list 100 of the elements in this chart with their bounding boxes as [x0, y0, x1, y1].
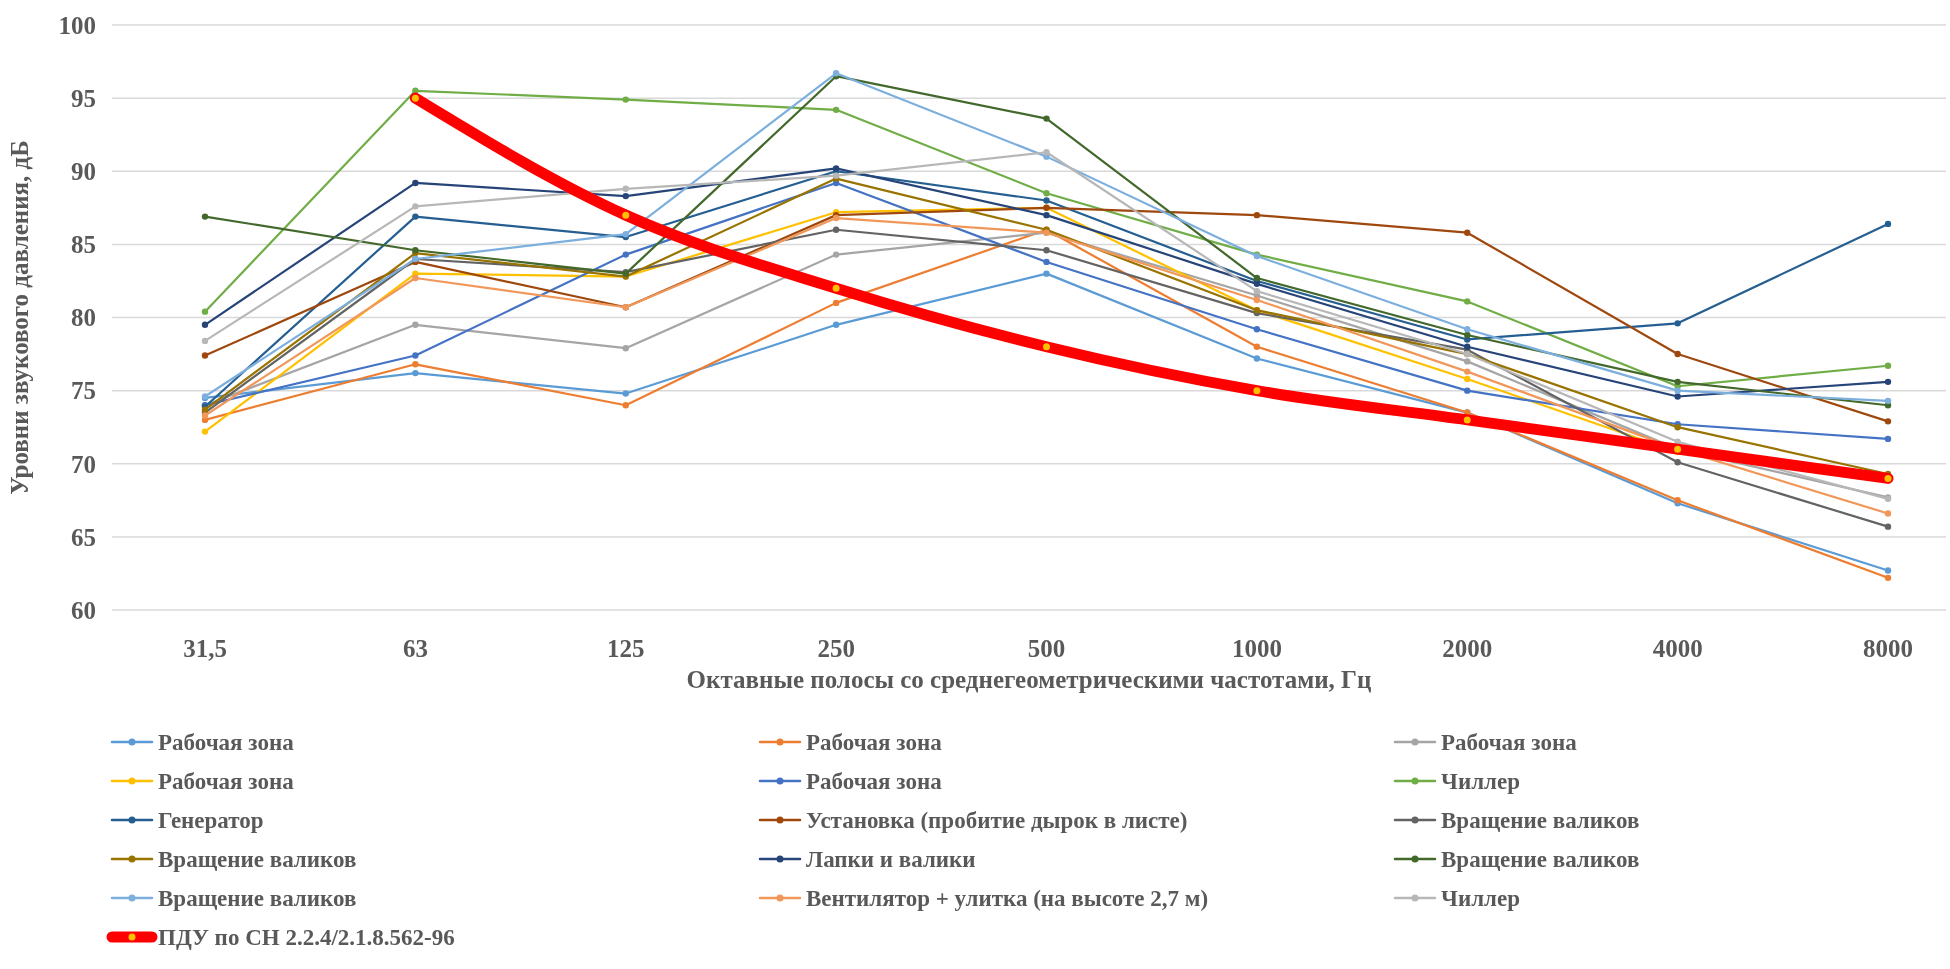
- point: [201, 352, 209, 359]
- point: [1884, 574, 1892, 582]
- point: [201, 337, 209, 345]
- legend-label: Генератор: [158, 808, 264, 834]
- point: [1043, 189, 1050, 197]
- point: [1674, 378, 1681, 386]
- point: [201, 321, 209, 329]
- point: [1464, 375, 1471, 383]
- point: [412, 213, 419, 220]
- point: [1253, 211, 1261, 219]
- point: [1043, 211, 1050, 219]
- point: [1884, 397, 1892, 405]
- point: [1253, 343, 1261, 350]
- y-tick-label: 80: [71, 304, 96, 332]
- legend-label: Вращение валиков: [1441, 808, 1640, 834]
- point: [832, 106, 840, 114]
- point: [201, 428, 209, 435]
- point: [1884, 362, 1892, 369]
- point: [622, 96, 629, 103]
- legend-label: Лапки и валики: [806, 847, 976, 873]
- point: [1464, 298, 1471, 305]
- point: [1043, 197, 1050, 204]
- point: [622, 390, 629, 397]
- point: [1464, 358, 1471, 365]
- point: [1884, 567, 1892, 574]
- x-tick-label: 4000: [1652, 634, 1703, 662]
- point: [1464, 387, 1471, 394]
- point: [1884, 523, 1892, 530]
- point: [1464, 368, 1471, 375]
- point: [412, 321, 419, 329]
- point: [201, 213, 209, 220]
- x-tick-label: 250: [817, 634, 855, 662]
- point: [1253, 287, 1261, 295]
- point: [622, 251, 629, 258]
- point: [1884, 220, 1892, 228]
- y-tick-label: 60: [71, 596, 96, 624]
- point: [201, 308, 209, 315]
- legend-label: Чиллер: [1441, 886, 1520, 912]
- point: [622, 402, 629, 409]
- legend-label: Вращение валиков: [1441, 847, 1640, 873]
- legend-label: Чиллер: [1441, 769, 1520, 795]
- legend-label: Вращение валиков: [158, 886, 357, 912]
- legend-label: Рабочая зона: [806, 730, 943, 756]
- point: [1253, 326, 1261, 333]
- point: [832, 321, 840, 329]
- legend-label: Установка (пробитие дырок в листе): [806, 808, 1188, 834]
- point: [622, 345, 629, 352]
- point: [1043, 247, 1050, 254]
- point: [412, 369, 419, 377]
- legend-label: Вращение валиков: [158, 847, 357, 873]
- legend-label: ПДУ по СН 2.2.4/2.1.8.562-96: [158, 925, 455, 951]
- point: [412, 274, 419, 282]
- point: [1464, 229, 1471, 236]
- point: [1043, 149, 1050, 156]
- y-tick-label: 70: [71, 450, 96, 478]
- point: [412, 361, 419, 368]
- point: [1884, 510, 1892, 517]
- point: [412, 87, 419, 95]
- point: [1674, 387, 1681, 394]
- y-tick-label: 100: [58, 11, 96, 39]
- legend-label: Рабочая зона: [158, 730, 295, 756]
- x-tick-label: 31,5: [183, 634, 227, 662]
- point: [832, 251, 840, 258]
- point: [832, 299, 840, 307]
- y-tick-label: 75: [71, 377, 96, 405]
- y-tick-label: 65: [71, 523, 96, 551]
- y-tick-label: 95: [71, 84, 96, 112]
- legend-label: Вентилятор + улитка (на высоте 2,7 м): [806, 886, 1209, 912]
- point: [1043, 258, 1050, 266]
- y-tick-label: 90: [71, 158, 96, 185]
- point: [832, 226, 840, 233]
- point: [1464, 331, 1471, 339]
- y-tick-label: 85: [71, 231, 96, 259]
- point: [622, 185, 629, 192]
- point: [412, 179, 419, 187]
- x-tick-label: 1000: [1231, 634, 1282, 662]
- x-tick-label: 2000: [1442, 634, 1493, 662]
- point: [1253, 355, 1261, 362]
- point: [1674, 459, 1681, 466]
- point: [1674, 393, 1681, 400]
- point: [1674, 320, 1681, 327]
- point: [412, 352, 419, 359]
- x-axis-title: Октавные полосы со среднегеометрическими частотами, Гц: [686, 666, 1372, 693]
- point: [1043, 115, 1050, 122]
- point: [1464, 326, 1471, 333]
- point: [1884, 418, 1892, 425]
- legend-label: Рабочая зона: [158, 769, 295, 795]
- point: [1884, 435, 1892, 443]
- y-axis-title: Уровни звукового давления, дБ: [6, 140, 33, 495]
- point: [1884, 378, 1892, 386]
- x-tick-label: 63: [402, 634, 428, 662]
- x-tick-label: 500: [1027, 634, 1066, 662]
- point: [1043, 270, 1050, 277]
- point: [1253, 296, 1261, 304]
- legend-label: Рабочая зона: [1441, 730, 1578, 756]
- point: [1674, 350, 1681, 358]
- legend-label: Рабочая зона: [806, 769, 943, 795]
- point: [622, 192, 629, 200]
- x-tick-label: 125: [607, 634, 645, 662]
- point: [412, 203, 419, 210]
